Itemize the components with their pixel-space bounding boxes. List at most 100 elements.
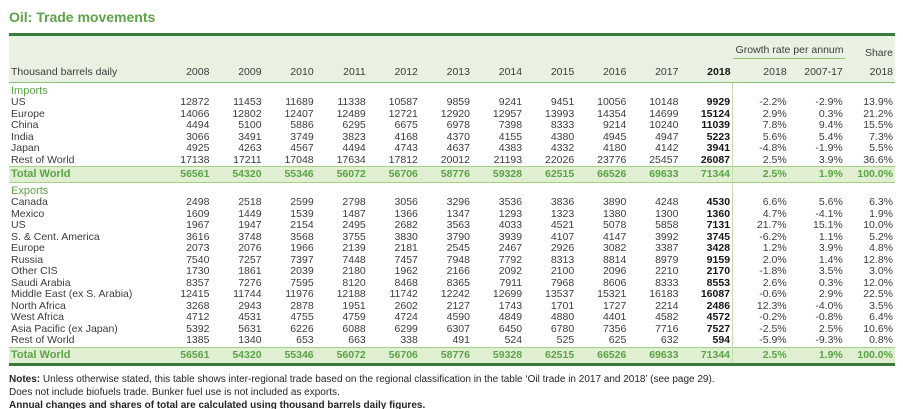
value-cell: 338 <box>400 334 418 346</box>
row-label-cell: Saudi Arabia <box>11 276 71 289</box>
value-cell: 2100 <box>550 265 575 277</box>
year-header-cell: 2014 <box>471 58 525 83</box>
value-cell: 4370 <box>446 130 470 143</box>
value-cell: 9859 <box>446 96 470 108</box>
value-cell: 23776 <box>597 153 627 166</box>
table-row: Rest of World 17138 17211 17048 17634 17812 20… <box>9 153 895 167</box>
value-cell: 1962 <box>394 265 418 277</box>
value-cell: 54320 <box>211 166 264 183</box>
value-cell: 62515 <box>524 346 577 365</box>
value-cell: 56072 <box>315 166 368 183</box>
value-cell: 3066 <box>186 130 210 143</box>
table-row: Saudi Arabia 8357 7276 7595 8120 8468 8365 7911… <box>9 276 895 289</box>
row-label-cell: India <box>11 130 34 143</box>
value-cell: 10056 <box>597 96 627 108</box>
table-row: China 4494 5100 5886 6295 6675 6978 7398 8333 921… <box>9 119 895 132</box>
growth-cell: -6.2% <box>732 231 789 243</box>
value-cell: 5100 <box>238 119 262 131</box>
value-cell: 8357 <box>186 276 210 289</box>
section-spacer-cell <box>732 82 845 97</box>
growth-cell: -0.8% <box>815 311 843 323</box>
row-label-cell: China <box>11 119 39 131</box>
value-cell: 524 <box>504 334 523 346</box>
growth-cell: -4.0% <box>815 299 843 312</box>
value-cell: 4572 <box>706 311 731 323</box>
share-cell: 6.3% <box>869 196 893 208</box>
page-title: Oil: Trade movements <box>9 9 156 25</box>
value-cell: 8333 <box>655 276 679 289</box>
row-label-cell: North Africa <box>11 299 66 312</box>
value-cell: 2210 <box>655 265 679 277</box>
growth-cell: -1.8% <box>732 265 789 278</box>
notes-line: Notes: Unless otherwise stated, this tab… <box>9 373 715 385</box>
value-cell: 1300 <box>655 207 679 220</box>
value-cell: 3536 <box>498 196 523 208</box>
value-cell: 2486 <box>706 299 731 312</box>
value-cell: 2682 <box>394 219 418 231</box>
row-label-cell: West Africa <box>11 311 64 323</box>
value-cell: 14699 <box>649 107 679 120</box>
share-header: Share <box>844 34 895 59</box>
value-cell: 4033 <box>498 219 523 231</box>
growth-cell: 9.4% <box>818 119 843 131</box>
row-label-cell: Total World <box>9 346 160 365</box>
value-cell: 12407 <box>284 107 314 120</box>
value-cell: 8553 <box>706 276 731 289</box>
row-label-cell: Rest of World <box>11 153 75 166</box>
value-cell: 4530 <box>706 196 731 208</box>
value-cell: 4180 <box>602 142 627 154</box>
value-cell: 1293 <box>498 207 523 220</box>
value-cell: 2495 <box>342 219 366 231</box>
row-label-cell: Asia Pacific (ex Japan) <box>11 322 118 335</box>
value-cell: 1730 <box>186 265 210 277</box>
value-cell: 6780 <box>550 322 575 335</box>
year-header-cell: 2013 <box>419 58 472 83</box>
table-row: S. & Cent. America 3616 3748 3568 3755 3830 37… <box>9 230 895 243</box>
value-cell: 4712 <box>186 311 210 323</box>
value-cell: 2039 <box>290 265 314 277</box>
value-cell: 1951 <box>342 299 366 312</box>
share-cell: 100.0% <box>844 166 895 183</box>
value-cell: 1380 <box>602 207 627 220</box>
year-header-cell: 2017 <box>628 58 681 83</box>
growth-cell: 2.0% <box>732 254 789 266</box>
value-cell: 4947 <box>655 130 679 143</box>
growth-cell: 4.7% <box>732 208 789 220</box>
value-cell: 4147 <box>602 230 627 243</box>
value-cell: 9214 <box>602 119 627 131</box>
value-cell: 12415 <box>180 288 210 300</box>
row-label-cell: Rest of World <box>11 334 75 346</box>
growth-cell: 1.9% <box>788 346 845 365</box>
value-cell: 12957 <box>492 107 523 120</box>
value-cell: 3296 <box>446 196 470 208</box>
value-cell: 2180 <box>342 265 366 277</box>
value-cell: 632 <box>660 334 679 346</box>
value-cell: 4925 <box>186 142 210 154</box>
value-cell: 55346 <box>263 166 316 183</box>
year-header-cell: 2009 <box>211 58 264 83</box>
value-cell: 9159 <box>706 253 731 266</box>
value-cell: 66526 <box>576 346 629 365</box>
value-cell: 4494 <box>186 119 210 131</box>
share-cell: 100.0% <box>844 346 895 365</box>
growth-cell: -0.6% <box>732 288 789 301</box>
share-cell: 10.0% <box>863 219 893 231</box>
value-cell: 1967 <box>186 219 210 231</box>
growth-cell: 21.7% <box>732 219 789 232</box>
table-row: Rest of World 1385 1340 653 663 338 491 524 525 6… <box>9 334 895 347</box>
value-cell: 4401 <box>602 311 627 323</box>
growth-year-cell: 2018 <box>732 58 789 83</box>
value-cell: 59328 <box>471 346 525 365</box>
row-label-cell: Russia <box>11 253 44 266</box>
table-row: Middle East (ex S. Arabia) 12415 11744 1197… <box>9 288 895 301</box>
growth-cell: 1.2% <box>732 242 789 255</box>
value-cell: 4168 <box>394 130 418 143</box>
value-cell: 3616 <box>186 230 210 243</box>
value-cell: 491 <box>452 334 470 346</box>
value-cell: 2926 <box>550 242 575 254</box>
growth-cell: 0.3% <box>818 107 843 120</box>
value-cell: 56072 <box>315 346 368 365</box>
table-row: Japan 4925 4263 4567 4494 4743 4637 4383 4332 418… <box>9 142 895 155</box>
value-cell: 1539 <box>290 207 314 220</box>
